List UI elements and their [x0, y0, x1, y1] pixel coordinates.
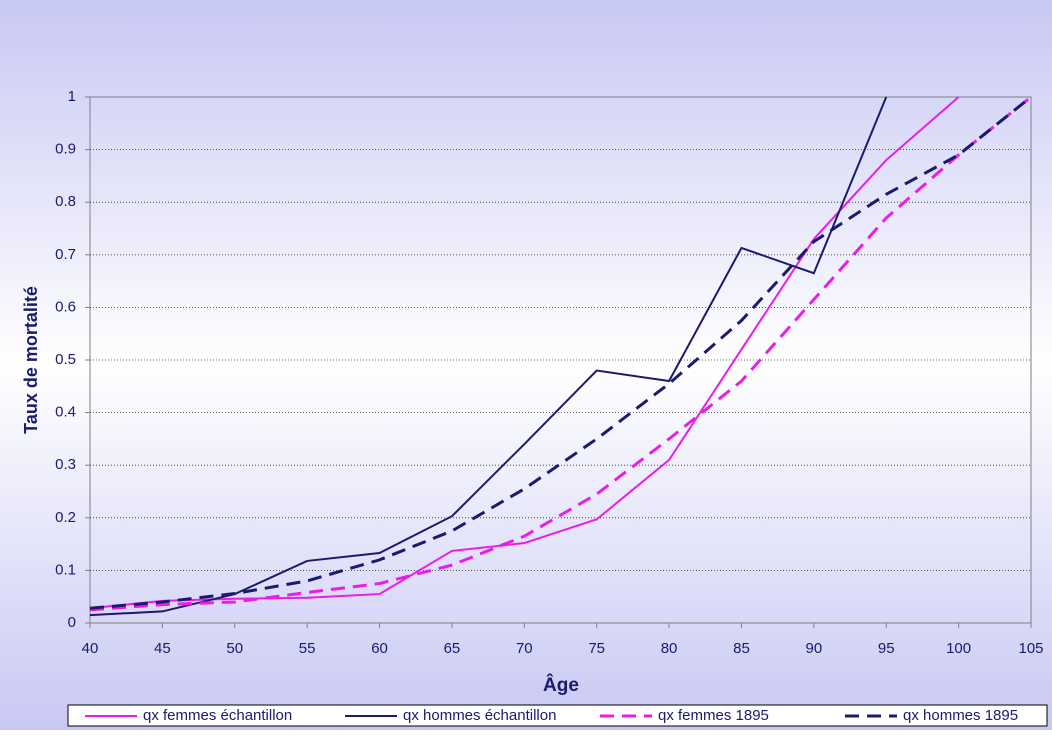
- y-tick-label: 0.3: [55, 456, 76, 473]
- line-series: [89, 95, 1032, 610]
- x-tick-label: 45: [154, 640, 171, 657]
- x-tick-label: 90: [806, 640, 823, 657]
- y-tick-label: 1: [68, 88, 76, 105]
- x-axis-label: Âge: [543, 674, 579, 696]
- x-tick-label: 65: [444, 640, 461, 657]
- y-axis-label: Taux de mortalité: [21, 286, 41, 434]
- x-tick-label: 95: [878, 640, 895, 657]
- line-series: [89, 96, 888, 617]
- line-series: [89, 95, 1032, 612]
- x-tick-label: 55: [299, 640, 316, 657]
- y-tick-label: 0.6: [55, 298, 76, 315]
- y-tick-label: 0.4: [55, 404, 76, 421]
- x-tick-label: 40: [82, 640, 99, 657]
- x-tick-label: 105: [1018, 640, 1043, 657]
- y-tick-label: 0.9: [55, 141, 76, 158]
- x-tick-label: 50: [226, 640, 243, 657]
- legend-label: qx femmes échantillon: [143, 707, 292, 724]
- x-tick-label: 100: [946, 640, 971, 657]
- y-tick-label: 0.5: [55, 351, 76, 368]
- x-tick-label: 85: [733, 640, 750, 657]
- y-tick-label: 0.8: [55, 193, 76, 210]
- legend-label: qx hommes 1895: [903, 707, 1018, 724]
- x-tick-label: 60: [371, 640, 388, 657]
- legend-label: qx femmes 1895: [658, 707, 769, 724]
- y-tick-label: 0.1: [55, 561, 76, 578]
- legend: [67, 704, 1048, 727]
- y-tick-label: 0: [68, 614, 76, 631]
- x-tick-label: 80: [661, 640, 678, 657]
- line-series: [89, 96, 960, 610]
- y-tick-label: 0.2: [55, 509, 76, 526]
- x-tick-label: 70: [516, 640, 533, 657]
- x-tick-label: 75: [588, 640, 605, 657]
- y-tick-label: 0.7: [55, 246, 76, 263]
- legend-label: qx hommes échantillon: [403, 707, 556, 724]
